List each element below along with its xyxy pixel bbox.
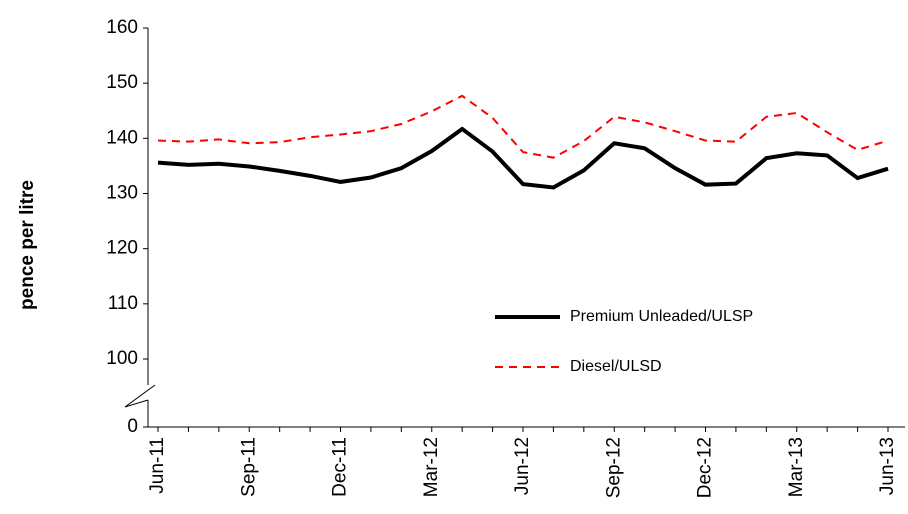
y-tick-label: 120 [106, 238, 138, 259]
y-tick-label: 160 [106, 17, 138, 38]
y-tick-label: 0 [127, 416, 138, 437]
x-tick-label: Mar-12 [421, 437, 442, 497]
legend-label: Premium Unleaded/ULSP [570, 308, 753, 325]
x-tick-label: Mar-13 [786, 437, 807, 497]
y-tick-label: 140 [106, 127, 138, 148]
x-tick-label: Jun-11 [147, 437, 168, 494]
x-tick-label: Sep-11 [238, 437, 259, 497]
x-tick-label: Jun-13 [877, 437, 898, 495]
x-tick-label: Jun-12 [512, 437, 533, 495]
x-tick-label: Dec-12 [695, 437, 716, 498]
y-tick-label: 150 [106, 72, 138, 93]
legend-label: Diesel/ULSD [570, 358, 662, 375]
series-line [157, 94, 889, 159]
y-tick-label: 110 [108, 293, 138, 314]
x-tick-label: Sep-12 [603, 437, 624, 498]
y-tick-label: 100 [106, 348, 138, 369]
series-line [157, 126, 889, 190]
y-tick-label: 130 [106, 183, 138, 204]
x-tick-label: Dec-11 [330, 437, 351, 497]
y-axis-label: pence per litre [17, 180, 38, 310]
axis-break [124, 384, 156, 408]
